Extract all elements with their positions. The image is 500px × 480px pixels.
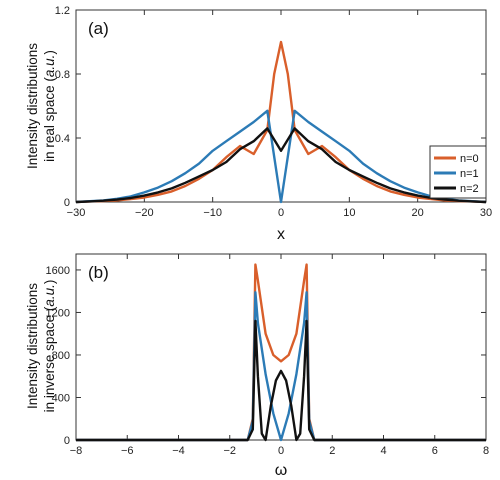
panel-a-ylabel-suffix: ): [42, 50, 57, 55]
panel-a-ylabel-line1: Intensity distributions: [25, 43, 40, 169]
panel-b-ytick-label: 800: [52, 350, 70, 362]
panel-b-xtick-label: −4: [172, 445, 185, 457]
panel-b-xtick-label: −6: [121, 445, 134, 457]
legend-label-n1: n=1: [460, 168, 479, 180]
legend-label-n2: n=2: [460, 183, 479, 195]
panel-a-xtick-label: −10: [203, 207, 222, 219]
panel-b-ylabel-prefix: in inverse space (: [42, 306, 57, 412]
panel-b-ytick-label: 0: [64, 435, 70, 447]
panel-a-ylabel-line2: in real space (a.u.): [42, 50, 57, 162]
panel-a-xtick-label: 20: [412, 207, 424, 219]
panel-a-series-line-2: [75, 127, 487, 204]
panel-a-ytick-label: 0.4: [55, 133, 70, 145]
legend: n=0 n=1 n=2: [429, 145, 487, 199]
panel-a-ytick-label: 0: [64, 197, 70, 209]
panel-a-xtick-label: −30: [67, 207, 86, 219]
panel-b-series: [76, 263, 486, 442]
panel-a-xtick-label: 10: [343, 207, 355, 219]
panel-b-ticks: −8 −6 −4 −2 0 2 4 6 8 0 400 800 1200 1600: [46, 254, 489, 457]
legend-label-n0: n=0: [460, 153, 479, 165]
panel-a-series: [75, 40, 487, 204]
panel-b-ytick-label: 1200: [46, 307, 70, 319]
panel-b: −8 −6 −4 −2 0 2 4 6 8 0 400 800 1200 1600 (b) ω Inten…: [25, 253, 489, 479]
panel-b-xlabel: ω: [275, 462, 288, 479]
panel-a-xtick-label: 0: [278, 207, 284, 219]
panel-b-xtick-label: −2: [223, 445, 236, 457]
panel-a-series-line-0: [75, 40, 487, 204]
panel-b-ylabel-unit: a.u.: [42, 284, 57, 307]
panel-b-series-line-2: [76, 319, 486, 442]
panel-a: −30 −20 −10 0 10 20 30 0 0.4 0.8 1.2 (a) x Intensi…: [25, 5, 492, 243]
panel-a-xtick-label: 30: [480, 207, 492, 219]
panel-a-ytick-label: 1.2: [55, 5, 70, 17]
panel-a-ylabel-prefix: in real space (: [42, 77, 57, 162]
panel-b-ylabel-line1: Intensity distributions: [25, 283, 40, 409]
panel-a-label: (a): [88, 19, 109, 38]
panel-a-ylabel-unit: a.u.: [42, 55, 57, 78]
panel-b-xtick-label: 8: [483, 445, 489, 457]
panel-b-ytick-label: 400: [52, 392, 70, 404]
panel-b-xtick-label: 6: [432, 445, 438, 457]
panel-b-xtick-label: 2: [329, 445, 335, 457]
panel-b-ylabel-line2: in inverse space (a.u.): [42, 280, 57, 413]
panel-b-xtick-label: −8: [70, 445, 83, 457]
panel-a-ytick-label: 0.8: [55, 69, 70, 81]
panel-a-xlabel: x: [277, 226, 285, 243]
panel-b-xtick-label: 4: [380, 445, 386, 457]
panel-a-xtick-label: −20: [135, 207, 154, 219]
panel-b-xtick-label: 0: [278, 445, 284, 457]
panel-a-series-line-1: [75, 109, 487, 204]
panel-b-ytick-label: 1600: [46, 265, 70, 277]
panel-b-ylabel-suffix: ): [42, 280, 57, 285]
panel-b-label: (b): [88, 263, 109, 282]
